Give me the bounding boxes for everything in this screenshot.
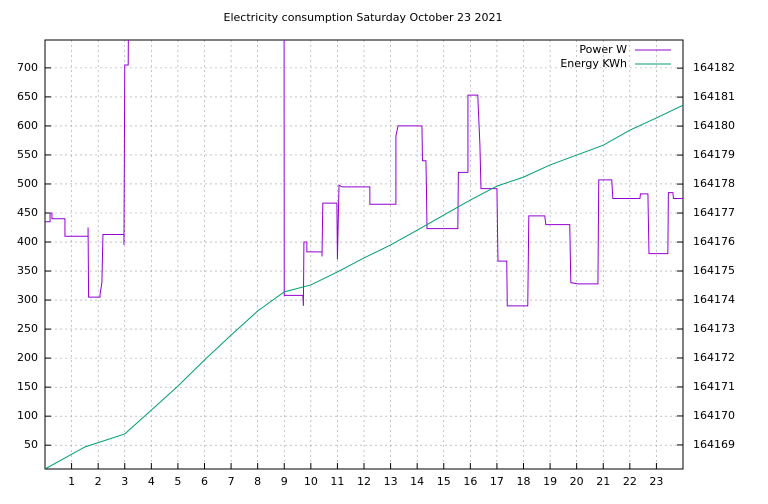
x-tick-label: 13 [384, 475, 398, 488]
chart-title: Electricity consumption Saturday October… [224, 11, 503, 24]
x-tick-label: 7 [228, 475, 235, 488]
x-tick-label: 19 [543, 475, 557, 488]
y-tick-label: 700 [17, 61, 38, 74]
y-tick-label: 200 [17, 351, 38, 364]
y2-tick-label: 164175 [693, 264, 735, 277]
y2-tick-label: 164172 [693, 351, 735, 364]
x-tick-label: 15 [437, 475, 451, 488]
y-tick-label: 450 [17, 206, 38, 219]
x-tick-label: 10 [304, 475, 318, 488]
y2-tick-label: 164179 [693, 148, 735, 161]
y-tick-label: 300 [17, 293, 38, 306]
y-tick-label: 100 [17, 409, 38, 422]
y-tick-label: 650 [17, 90, 38, 103]
y-tick-label: 550 [17, 148, 38, 161]
plot-area [45, 40, 683, 469]
x-tick-label: 21 [596, 475, 610, 488]
y2-tick-label: 164181 [693, 90, 735, 103]
y-tick-label: 50 [24, 438, 38, 451]
x-tick-label: 17 [490, 475, 504, 488]
x-tick-label: 14 [410, 475, 424, 488]
y2-tick-label: 164182 [693, 61, 735, 74]
y-tick-label: 500 [17, 177, 38, 190]
x-tick-label: 1 [68, 475, 75, 488]
x-tick-label: 3 [121, 475, 128, 488]
x-tick-label: 22 [623, 475, 637, 488]
y2-tick-label: 164170 [693, 409, 735, 422]
x-tick-label: 2 [95, 475, 102, 488]
y-tick-label: 350 [17, 264, 38, 277]
y2-tick-label: 164174 [693, 293, 735, 306]
legend-label: Power W [579, 43, 627, 56]
y2-tick-label: 164171 [693, 380, 735, 393]
x-tick-label: 8 [254, 475, 261, 488]
x-tick-label: 5 [174, 475, 181, 488]
x-tick-label: 12 [357, 475, 371, 488]
series-line [45, 40, 683, 307]
y2-tick-label: 164173 [693, 322, 735, 335]
x-tick-label: 16 [463, 475, 477, 488]
y-tick-label: 400 [17, 235, 38, 248]
y-tick-label: 250 [17, 322, 38, 335]
x-tick-label: 6 [201, 475, 208, 488]
plot-frame [44, 39, 684, 470]
y2-tick-label: 164176 [693, 235, 735, 248]
x-tick-label: 4 [148, 475, 155, 488]
y-tick-label: 600 [17, 119, 38, 132]
y2-tick-label: 164178 [693, 177, 735, 190]
x-tick-label: 11 [330, 475, 344, 488]
x-tick-label: 18 [517, 475, 531, 488]
x-tick-label: 20 [570, 475, 584, 488]
y-tick-label: 150 [17, 380, 38, 393]
x-tick-label: 23 [649, 475, 663, 488]
series-line [45, 104, 683, 469]
legend-label: Energy KWh [560, 57, 627, 70]
y2-tick-label: 164180 [693, 119, 735, 132]
x-tick-label: 9 [281, 475, 288, 488]
y2-tick-label: 164177 [693, 206, 735, 219]
y2-tick-label: 164169 [693, 438, 735, 451]
